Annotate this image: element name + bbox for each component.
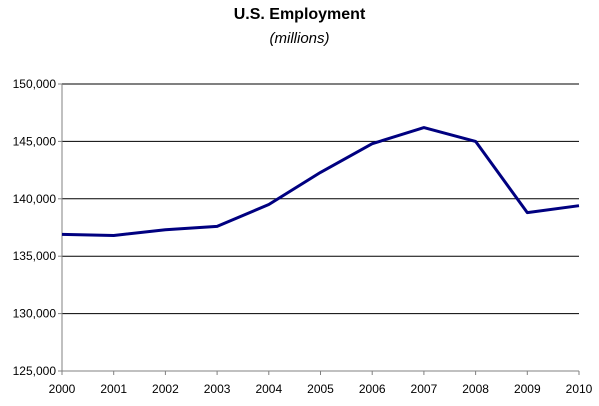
y-tick-label: 130,000 [13, 307, 57, 321]
y-tick-label: 150,000 [13, 77, 57, 91]
series-layer [61, 126, 580, 237]
x-tick-label: 2009 [514, 382, 541, 396]
plot-area [61, 84, 579, 372]
x-tick-label: 2006 [359, 382, 386, 396]
chart-title: U.S. Employment [233, 6, 366, 23]
x-tick-label: 2001 [100, 382, 127, 396]
y-axis-ticks: 125,000 130,000 135,000 140,000 145,000 150,0… [13, 77, 62, 378]
grid-lines [62, 83, 579, 315]
y-tick-label: 125,000 [13, 364, 57, 378]
y-tick-label: 145,000 [13, 134, 57, 148]
x-tick-label: 2004 [255, 382, 282, 396]
x-tick-label: 2002 [152, 382, 179, 396]
x-axis-ticks: 2000 2001 2002 2003 2004 2005 2006 2007 2008 2009… [49, 371, 593, 396]
x-tick-label: 2000 [49, 382, 76, 396]
x-tick-label: 2008 [462, 382, 489, 396]
x-tick-label: 2005 [307, 382, 334, 396]
chart-subtitle: (millions) [269, 30, 330, 47]
x-tick-label: 2010 [566, 382, 593, 396]
x-tick-label: 2007 [411, 382, 438, 396]
y-tick-label: 140,000 [13, 192, 57, 206]
series-line [61, 126, 580, 237]
x-tick-label: 2003 [204, 382, 231, 396]
y-tick-label: 135,000 [13, 249, 57, 263]
